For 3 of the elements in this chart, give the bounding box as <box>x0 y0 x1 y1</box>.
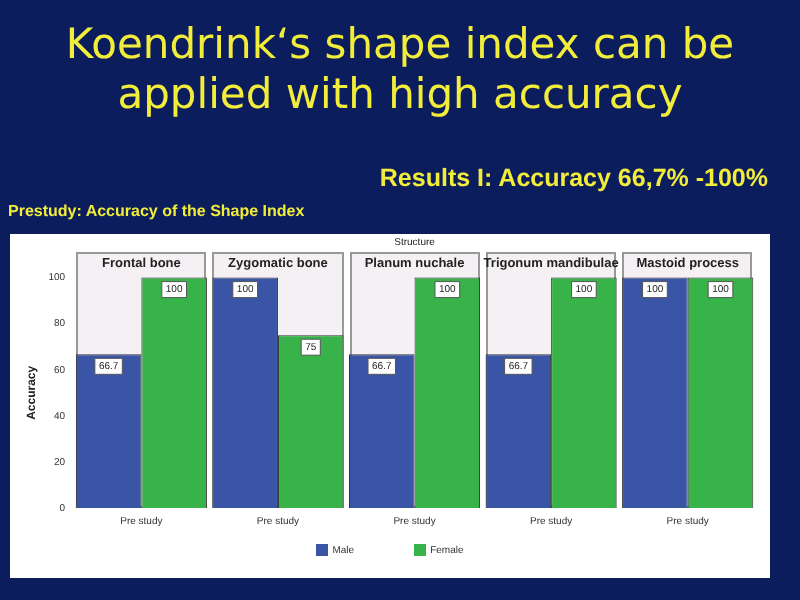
text: Koendrink‘s shape index can be applied with high accuracy <box>63 20 737 120</box>
text: Prestudy: Accuracy of the Shape Index <box>8 202 305 220</box>
text: Results I: Accuracy 66,7% -100% <box>379 164 768 192</box>
